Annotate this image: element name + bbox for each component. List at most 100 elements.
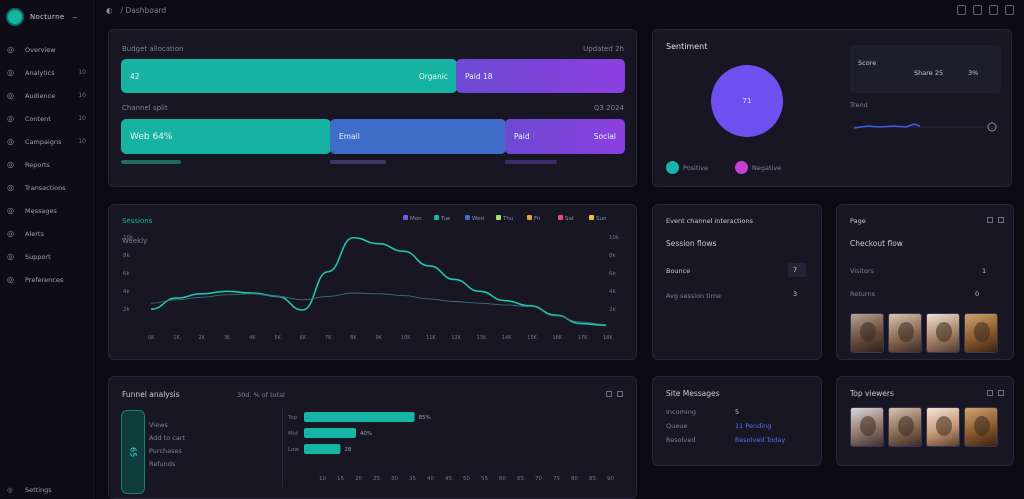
channel-underline-email bbox=[330, 160, 386, 164]
gallery-expand-icon[interactable] bbox=[987, 390, 993, 396]
engagement-row2-value: 3 bbox=[793, 290, 798, 298]
sidebar-item-3[interactable]: ◎ Audience 10 bbox=[0, 84, 94, 107]
funnel-gauge[interactable]: 65 bbox=[121, 410, 145, 494]
funnel-x-tick: 40 bbox=[427, 476, 434, 482]
chart-legend-item[interactable]: Fri bbox=[527, 215, 541, 222]
mail-icon: ◎ bbox=[7, 206, 14, 215]
channel-bar-web[interactable]: Web 64% bbox=[121, 119, 331, 154]
x-tick-label: 7K bbox=[325, 335, 332, 341]
chart-legend-item[interactable]: Mon bbox=[403, 215, 422, 222]
profile-thumb-1[interactable] bbox=[850, 313, 884, 353]
chart-legend-item[interactable]: Tue bbox=[434, 215, 450, 222]
gallery-thumb-2[interactable] bbox=[888, 407, 922, 447]
breadcrumb-text[interactable]: / Dashboard bbox=[120, 6, 167, 15]
y-tick-right: 6k bbox=[609, 271, 616, 277]
funnel-x-tick: 90 bbox=[607, 476, 614, 482]
chart-legend-item[interactable]: Sat bbox=[558, 215, 574, 222]
export-icon[interactable] bbox=[957, 5, 966, 15]
y-tick-left: 10k bbox=[123, 235, 134, 241]
sidebar-item-1[interactable]: ◎ Overview bbox=[0, 38, 94, 61]
sidebar-item-label: Audience bbox=[25, 91, 56, 100]
sentiment-donut[interactable]: 71 bbox=[711, 65, 783, 137]
allocation-note: Updated 2h bbox=[583, 45, 624, 53]
channel-bar-paid[interactable]: Paid Social bbox=[505, 119, 625, 154]
sidebar-item-4[interactable]: ◎ Content 10 bbox=[0, 107, 94, 130]
profile-card: Page Checkout flow Visitors 1 Returns 0 bbox=[836, 204, 1014, 360]
gallery-close-icon[interactable] bbox=[998, 390, 1004, 396]
funnel-x-tick: 20 bbox=[355, 476, 362, 482]
gallery-thumb-3[interactable] bbox=[926, 407, 960, 447]
chart-legend-item[interactable]: Thu bbox=[496, 215, 513, 222]
chart-legend-item[interactable]: Wed bbox=[465, 215, 484, 222]
funnel-bar-label: Low bbox=[288, 447, 299, 453]
funnel-bar-value: 85% bbox=[419, 415, 431, 421]
sidebar-item-11[interactable]: ◎ Preferences bbox=[0, 268, 94, 291]
sidebar-item-8[interactable]: ◎ Messages bbox=[0, 199, 94, 222]
funnel-note: 30d. % of total bbox=[237, 391, 285, 399]
channel-underline-web bbox=[121, 160, 181, 164]
profile-thumb-3[interactable] bbox=[926, 313, 960, 353]
funnel-x-tick: 55 bbox=[481, 476, 488, 482]
profile-close-icon[interactable] bbox=[998, 217, 1004, 223]
y-tick-left: 8k bbox=[123, 253, 130, 259]
funnel-bars-svg[interactable]: Top 85% Mid 40% Low 28 10 15 20 25 30 35 40 45 50 55 60 6… bbox=[109, 377, 637, 499]
gallery-thumb-4[interactable] bbox=[964, 407, 998, 447]
series-line-previous bbox=[150, 292, 607, 325]
y-tick-right: 10k bbox=[609, 235, 620, 241]
gallery-card: Top viewers bbox=[836, 376, 1014, 466]
channel-bar-paid-label: Paid bbox=[514, 132, 530, 141]
y-tick-right: 4k bbox=[609, 289, 616, 295]
sidebar-item-2[interactable]: ◎ Analytics 10 bbox=[0, 61, 94, 84]
chart-icon: ◎ bbox=[7, 68, 14, 77]
channel-bar-email-label: Email bbox=[339, 132, 360, 141]
x-tick-label: 8K bbox=[350, 335, 357, 341]
sidebar-item-5[interactable]: ◎ Campaigns 10 bbox=[0, 130, 94, 153]
sidebar-item-label: Campaigns bbox=[25, 137, 62, 146]
funnel-x-tick: 60 bbox=[499, 476, 506, 482]
bell-icon[interactable] bbox=[989, 5, 998, 15]
x-tick-label: 2K bbox=[199, 335, 206, 341]
chart-legend-swatch bbox=[589, 215, 594, 220]
x-tick-label: 12K bbox=[451, 335, 461, 341]
profile-thumb-4[interactable] bbox=[964, 313, 998, 353]
gallery-thumb-1[interactable] bbox=[850, 407, 884, 447]
sidebar-item-10[interactable]: ◎ Support bbox=[0, 245, 94, 268]
engagement-sub: Session flows bbox=[666, 239, 717, 248]
y-tick-left: 6k bbox=[123, 271, 130, 277]
profile-expand-icon[interactable] bbox=[987, 217, 993, 223]
profile-title: Page bbox=[850, 217, 866, 225]
sidebar-footer[interactable]: ◎ Settings bbox=[7, 486, 52, 494]
chart-subtitle: Weekly bbox=[122, 237, 148, 245]
x-tick-label: 11K bbox=[426, 335, 436, 341]
allocation-bar-organic[interactable]: 42 Organic bbox=[121, 59, 457, 93]
sidebar-item-label: Alerts bbox=[25, 229, 44, 238]
sidebar-item-7[interactable]: ◎ Transactions bbox=[0, 176, 94, 199]
engagement-row-value[interactable]: 7 bbox=[788, 263, 806, 277]
sidebar-item-9[interactable]: ◎ Alerts bbox=[0, 222, 94, 245]
sidebar-item-6[interactable]: ◎ Reports bbox=[0, 153, 94, 176]
chart-legend-item[interactable]: Sun bbox=[589, 215, 606, 222]
funnel-bar-value: 28 bbox=[344, 447, 351, 453]
sentiment-table-label: Score bbox=[858, 59, 877, 67]
allocation-bar-paid[interactable]: Paid 18 bbox=[456, 59, 625, 93]
gear-icon: ◎ bbox=[7, 275, 14, 284]
funnel-title: Funnel analysis bbox=[122, 390, 180, 399]
funnel-close-icon[interactable] bbox=[617, 391, 623, 397]
profile-icon[interactable] bbox=[1005, 5, 1014, 15]
brand-logo[interactable] bbox=[6, 8, 24, 26]
sessions-chart-card: Sessions Weekly 10k 8k 6k 4k 2k 10k 8k 6k 4k 2k 0K… bbox=[108, 204, 637, 360]
channel-split-note: Q3 2024 bbox=[593, 104, 624, 112]
profile-thumb-2[interactable] bbox=[888, 313, 922, 353]
channel-bar-email[interactable]: Email bbox=[330, 119, 506, 154]
messages-row2-value[interactable]: 11 Pending bbox=[735, 422, 772, 430]
funnel-expand-icon[interactable] bbox=[606, 391, 612, 397]
messages-row1-value: 5 bbox=[735, 408, 740, 416]
chart-legend-swatch bbox=[558, 215, 563, 220]
line-chart-svg[interactable]: 10k 8k 6k 4k 2k 10k 8k 6k 4k 2k 0K 1K 2K 3K 4K 5K 6K 7K 8K… bbox=[109, 205, 637, 360]
chart-legend-swatch bbox=[403, 215, 408, 220]
funnel-stat-line: Add to cart bbox=[149, 434, 186, 442]
share-icon[interactable] bbox=[973, 5, 982, 15]
messages-row2-label: Queue bbox=[666, 422, 688, 430]
profile-row2-value: 0 bbox=[975, 290, 980, 298]
messages-row3-value[interactable]: Resolved Today bbox=[735, 436, 786, 444]
